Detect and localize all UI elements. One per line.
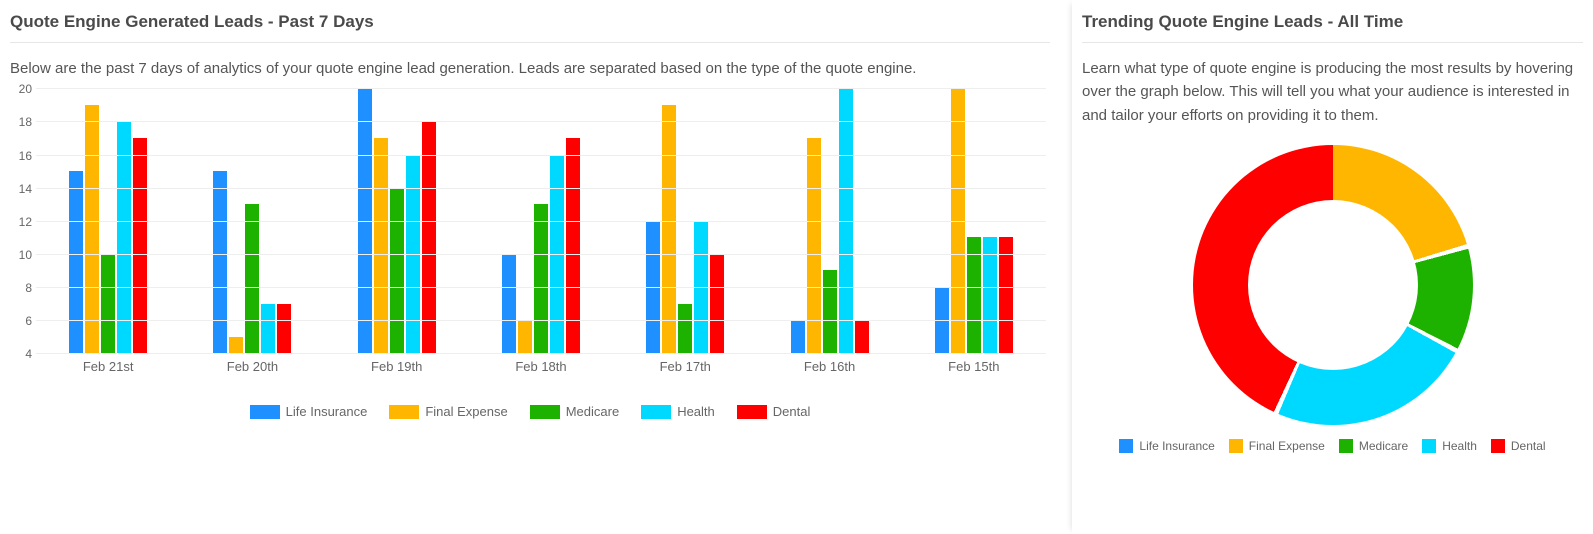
- panel-title: Quote Engine Generated Leads - Past 7 Da…: [10, 12, 1050, 43]
- legend-item[interactable]: Final Expense: [1229, 439, 1325, 453]
- trending-panel: Trending Quote Engine Leads - All Time L…: [1072, 0, 1593, 534]
- bar[interactable]: [678, 304, 692, 354]
- x-axis-label: Feb 20th: [180, 353, 324, 374]
- donut-hole: [1248, 200, 1418, 370]
- bar[interactable]: [261, 304, 275, 354]
- legend-label: Dental: [773, 404, 811, 419]
- bar[interactable]: [101, 254, 115, 353]
- legend-label: Final Expense: [1249, 439, 1325, 453]
- y-axis-tick: 16: [10, 149, 32, 163]
- legend-item[interactable]: Medicare: [1339, 439, 1408, 453]
- legend-item[interactable]: Medicare: [530, 404, 619, 419]
- bar[interactable]: [534, 204, 548, 353]
- donut-chart[interactable]: [1193, 145, 1473, 425]
- grid-line: 20: [36, 88, 1046, 89]
- x-axis-label: Feb 21st: [36, 353, 180, 374]
- legend-item[interactable]: Dental: [737, 404, 811, 419]
- legend-swatch: [530, 405, 560, 419]
- grid-line: 4: [36, 353, 1046, 354]
- x-axis-label: Feb 19th: [325, 353, 469, 374]
- bar[interactable]: [229, 337, 243, 354]
- legend-label: Medicare: [1359, 439, 1408, 453]
- y-axis-tick: 6: [10, 314, 32, 328]
- legend-item[interactable]: Dental: [1491, 439, 1546, 453]
- legend-item[interactable]: Final Expense: [389, 404, 507, 419]
- legend-label: Final Expense: [425, 404, 507, 419]
- legend-item[interactable]: Life Insurance: [1119, 439, 1214, 453]
- x-axis-label: Feb 16th: [757, 353, 901, 374]
- y-axis-tick: 10: [10, 248, 32, 262]
- bar[interactable]: [277, 304, 291, 354]
- bar[interactable]: [117, 121, 131, 353]
- bar-chart-legend: Life Insurance Final Expense Medicare Healt…: [10, 404, 1050, 419]
- legend-label: Medicare: [566, 404, 619, 419]
- y-axis-tick: 20: [10, 82, 32, 96]
- legend-swatch: [1491, 439, 1505, 453]
- bar[interactable]: [662, 105, 676, 353]
- y-axis-tick: 14: [10, 182, 32, 196]
- leads-7day-panel: Quote Engine Generated Leads - Past 7 Da…: [0, 0, 1060, 534]
- legend-swatch: [1119, 439, 1133, 453]
- y-axis-tick: 12: [10, 215, 32, 229]
- y-axis-tick: 4: [10, 347, 32, 361]
- bar[interactable]: [422, 121, 436, 353]
- bar[interactable]: [855, 320, 869, 353]
- leads-bar-chart[interactable]: Feb 21stFeb 20thFeb 19thFeb 18thFeb 17th…: [10, 88, 1050, 398]
- grid-line: 16: [36, 155, 1046, 156]
- grid-line: 18: [36, 121, 1046, 122]
- bar[interactable]: [85, 105, 99, 353]
- bar[interactable]: [69, 171, 83, 353]
- legend-label: Health: [1442, 439, 1477, 453]
- legend-label: Life Insurance: [286, 404, 368, 419]
- x-axis-label: Feb 18th: [469, 353, 613, 374]
- legend-swatch: [389, 405, 419, 419]
- legend-swatch: [641, 405, 671, 419]
- bar[interactable]: [518, 320, 532, 353]
- grid-line: 10: [36, 254, 1046, 255]
- bar[interactable]: [710, 254, 724, 353]
- legend-item[interactable]: Health: [641, 404, 715, 419]
- grid-line: 6: [36, 320, 1046, 321]
- x-axis-label: Feb 17th: [613, 353, 757, 374]
- legend-label: Dental: [1511, 439, 1546, 453]
- bar[interactable]: [390, 188, 404, 354]
- bar[interactable]: [502, 254, 516, 353]
- bar[interactable]: [213, 171, 227, 353]
- bar[interactable]: [823, 270, 837, 353]
- grid-line: 14: [36, 188, 1046, 189]
- y-axis-tick: 8: [10, 281, 32, 295]
- legend-label: Health: [677, 404, 715, 419]
- legend-swatch: [1229, 439, 1243, 453]
- legend-swatch: [1339, 439, 1353, 453]
- legend-swatch: [250, 405, 280, 419]
- donut-chart-legend: Life Insurance Final Expense Medicare Healt…: [1082, 439, 1583, 453]
- grid-line: 12: [36, 221, 1046, 222]
- x-axis-label: Feb 15th: [902, 353, 1046, 374]
- panel-description: Learn what type of quote engine is produ…: [1082, 57, 1583, 127]
- legend-item[interactable]: Health: [1422, 439, 1477, 453]
- panel-description: Below are the past 7 days of analytics o…: [10, 57, 1050, 80]
- grid-line: 8: [36, 287, 1046, 288]
- bar[interactable]: [791, 320, 805, 353]
- bar[interactable]: [245, 204, 259, 353]
- donut-chart-wrap: [1082, 145, 1583, 425]
- legend-swatch: [1422, 439, 1436, 453]
- legend-swatch: [737, 405, 767, 419]
- panel-title: Trending Quote Engine Leads - All Time: [1082, 12, 1583, 43]
- legend-item[interactable]: Life Insurance: [250, 404, 368, 419]
- bar-chart-plot: Feb 21stFeb 20thFeb 19thFeb 18thFeb 17th…: [36, 88, 1046, 353]
- y-axis-tick: 18: [10, 115, 32, 129]
- legend-label: Life Insurance: [1139, 439, 1214, 453]
